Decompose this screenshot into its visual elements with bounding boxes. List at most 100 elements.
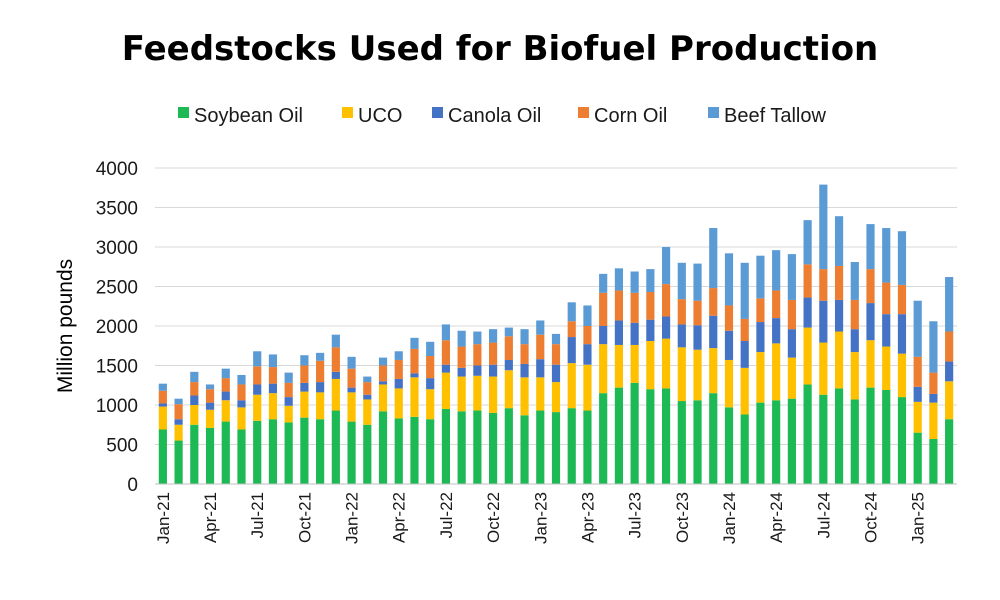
bar-uco-dec-24 (897, 353, 907, 398)
bar-canola-oil-jan-25 (913, 386, 922, 402)
bar-soybean-oil-jan-21 (158, 429, 167, 484)
bar-corn-oil-aug-22 (457, 346, 466, 368)
bar-beef-tallow-feb-25 (929, 321, 938, 373)
bar-uco-feb-25 (929, 402, 938, 439)
bar-beef-tallow-sep-21 (284, 372, 293, 383)
bar-canola-oil-aug-22 (457, 367, 466, 377)
bar-beef-tallow-apr-22 (394, 351, 403, 360)
bar-canola-oil-jan-22 (347, 387, 356, 393)
bar-canola-oil-may-21 (221, 391, 230, 401)
bar-beef-tallow-mar-23 (567, 302, 576, 322)
bar-corn-oil-sep-24 (850, 299, 859, 330)
bar-soybean-oil-sep-24 (850, 399, 859, 484)
bar-uco-may-21 (221, 400, 230, 422)
bar-corn-oil-oct-21 (300, 365, 309, 383)
bar-corn-oil-jan-25 (913, 356, 922, 387)
bar-canola-oil-oct-23 (677, 324, 686, 348)
bar-uco-jul-23 (630, 344, 639, 383)
bar-uco-nov-22 (504, 370, 513, 409)
bar-canola-oil-jun-22 (426, 378, 435, 390)
bar-beef-tallow-jun-23 (614, 268, 623, 291)
bar-corn-oil-dec-22 (520, 344, 529, 364)
x-tick-label: Jul-22 (437, 492, 456, 538)
bar-canola-oil-dec-24 (897, 314, 907, 354)
x-tick-label: Apr-23 (578, 492, 597, 543)
bar-uco-feb-24 (740, 367, 749, 415)
bar-beef-tallow-dec-21 (331, 334, 340, 348)
bar-corn-oil-jan-23 (536, 334, 545, 360)
bar-beef-tallow-feb-22 (363, 376, 372, 383)
bar-soybean-oil-feb-25 (929, 438, 938, 484)
legend-swatch-corn-oil (578, 107, 589, 118)
bar-corn-oil-may-21 (221, 378, 230, 392)
bar-uco-jun-24 (803, 327, 812, 385)
bar-corn-oil-may-22 (410, 348, 419, 374)
bar-soybean-oil-aug-21 (268, 419, 278, 484)
bar-beef-tallow-dec-24 (897, 231, 907, 285)
bar-canola-oil-mar-24 (756, 322, 765, 353)
bar-canola-oil-jul-23 (630, 322, 639, 345)
bar-canola-oil-apr-23 (583, 344, 592, 365)
bar-soybean-oil-feb-22 (363, 424, 372, 484)
bar-soybean-oil-may-21 (221, 421, 230, 484)
bar-beef-tallow-sep-22 (473, 331, 482, 345)
bar-canola-oil-feb-24 (740, 341, 749, 368)
bar-uco-jan-22 (347, 392, 356, 422)
bar-canola-oil-nov-21 (316, 382, 325, 393)
bar-soybean-oil-may-23 (599, 393, 608, 484)
bar-beef-tallow-nov-22 (504, 327, 513, 337)
bar-corn-oil-mar-23 (567, 321, 576, 338)
bar-beef-tallow-mar-24 (756, 255, 765, 299)
bar-corn-oil-jan-22 (347, 368, 356, 388)
bar-canola-oil-jul-21 (253, 384, 262, 395)
bar-uco-feb-22 (363, 399, 372, 425)
bar-soybean-oil-aug-22 (457, 411, 466, 484)
x-tick-label: Jan-21 (154, 492, 173, 544)
bar-corn-oil-jan-24 (724, 305, 734, 331)
bar-uco-jan-21 (158, 406, 167, 430)
bar-corn-oil-sep-23 (661, 284, 671, 317)
bar-uco-jun-21 (237, 407, 246, 430)
y-tick-label: 1000 (96, 396, 138, 417)
bar-beef-tallow-jul-24 (819, 184, 828, 270)
legend-label-uco: UCO (358, 105, 402, 127)
bar-beef-tallow-jan-23 (536, 320, 545, 335)
bar-uco-feb-23 (551, 382, 561, 413)
bar-canola-oil-dec-21 (331, 371, 340, 379)
bar-soybean-oil-jan-23 (536, 410, 545, 484)
bar-canola-oil-jun-24 (803, 297, 812, 328)
bar-canola-oil-sep-24 (850, 329, 859, 353)
bar-soybean-oil-jul-24 (819, 394, 828, 484)
bar-uco-jul-22 (441, 372, 451, 409)
bar-canola-oil-may-22 (410, 373, 419, 378)
bar-soybean-oil-feb-21 (174, 440, 183, 484)
bar-beef-tallow-apr-21 (205, 384, 215, 390)
bar-uco-sep-23 (661, 338, 671, 389)
bar-uco-nov-21 (316, 392, 325, 420)
bar-corn-oil-nov-24 (882, 282, 891, 315)
bar-soybean-oil-sep-21 (284, 422, 293, 484)
bar-beef-tallow-mar-25 (945, 277, 954, 332)
bar-corn-oil-feb-24 (740, 318, 749, 342)
bar-uco-apr-22 (394, 388, 403, 419)
bar-corn-oil-mar-21 (190, 382, 199, 396)
bar-canola-oil-feb-25 (929, 393, 938, 403)
legend-swatch-beef-tallow (708, 107, 719, 118)
bar-canola-oil-jun-21 (237, 400, 246, 408)
bar-uco-aug-24 (834, 331, 844, 389)
bar-canola-oil-sep-21 (284, 397, 293, 406)
bar-beef-tallow-aug-23 (646, 269, 655, 293)
bar-corn-oil-apr-22 (394, 359, 403, 379)
bar-corn-oil-feb-21 (174, 404, 183, 420)
bar-uco-mar-21 (190, 405, 199, 425)
bar-beef-tallow-oct-24 (866, 224, 875, 270)
bar-corn-oil-dec-21 (331, 347, 340, 372)
bar-beef-tallow-sep-23 (661, 247, 671, 285)
bar-soybean-oil-apr-24 (772, 400, 781, 484)
bar-beef-tallow-may-21 (221, 368, 230, 379)
y-axis-label: Million pounds (54, 259, 77, 393)
bar-beef-tallow-nov-21 (316, 352, 325, 361)
bar-soybean-oil-dec-21 (331, 410, 340, 484)
bar-soybean-oil-oct-23 (677, 401, 686, 484)
